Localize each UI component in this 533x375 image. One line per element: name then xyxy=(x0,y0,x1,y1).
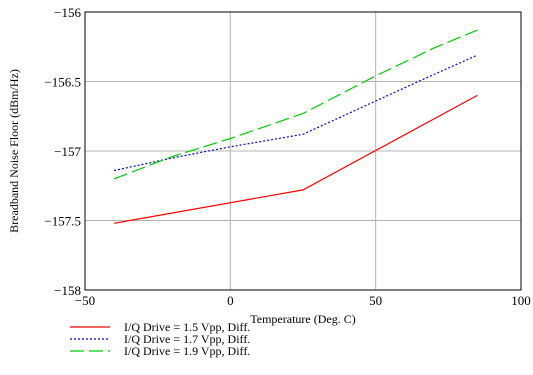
y-tick-label: −156 xyxy=(54,5,81,20)
y-tick-label: −157 xyxy=(54,144,81,159)
legend-label-2: I/Q Drive = 1.7 Vpp, Diff. xyxy=(124,332,250,346)
y-tick-labels: −156 −156.5 −157 −157.5 −158 xyxy=(44,5,81,298)
legend-label-3: I/Q Drive = 1.9 Vpp, Diff. xyxy=(124,344,250,358)
x-tick-label: 0 xyxy=(227,293,234,308)
x-axis-label: Temperature (Deg. C) xyxy=(250,312,355,326)
x-tick-label: 100 xyxy=(511,293,531,308)
x-tick-labels: −50 0 50 100 xyxy=(75,293,531,308)
series-line-1 xyxy=(113,94,478,224)
y-tick-label: −157.5 xyxy=(44,214,81,229)
y-axis-label: Breadband Noise Floor (dBm/Hz) xyxy=(7,69,21,233)
plot-frame xyxy=(84,11,522,291)
series-line-3 xyxy=(113,29,478,180)
series-layer xyxy=(113,29,478,224)
x-tick-label: −50 xyxy=(75,293,95,308)
grid-lines xyxy=(84,11,522,291)
y-tick-label: −158 xyxy=(54,283,81,298)
series-line-2 xyxy=(113,54,478,172)
legend-label-1: I/Q Drive = 1.5 Vpp, Diff. xyxy=(124,320,250,334)
y-tick-label: −156.5 xyxy=(44,75,81,90)
legend: I/Q Drive = 1.5 Vpp, Diff.I/Q Drive = 1.… xyxy=(70,320,250,358)
x-tick-label: 50 xyxy=(369,293,382,308)
